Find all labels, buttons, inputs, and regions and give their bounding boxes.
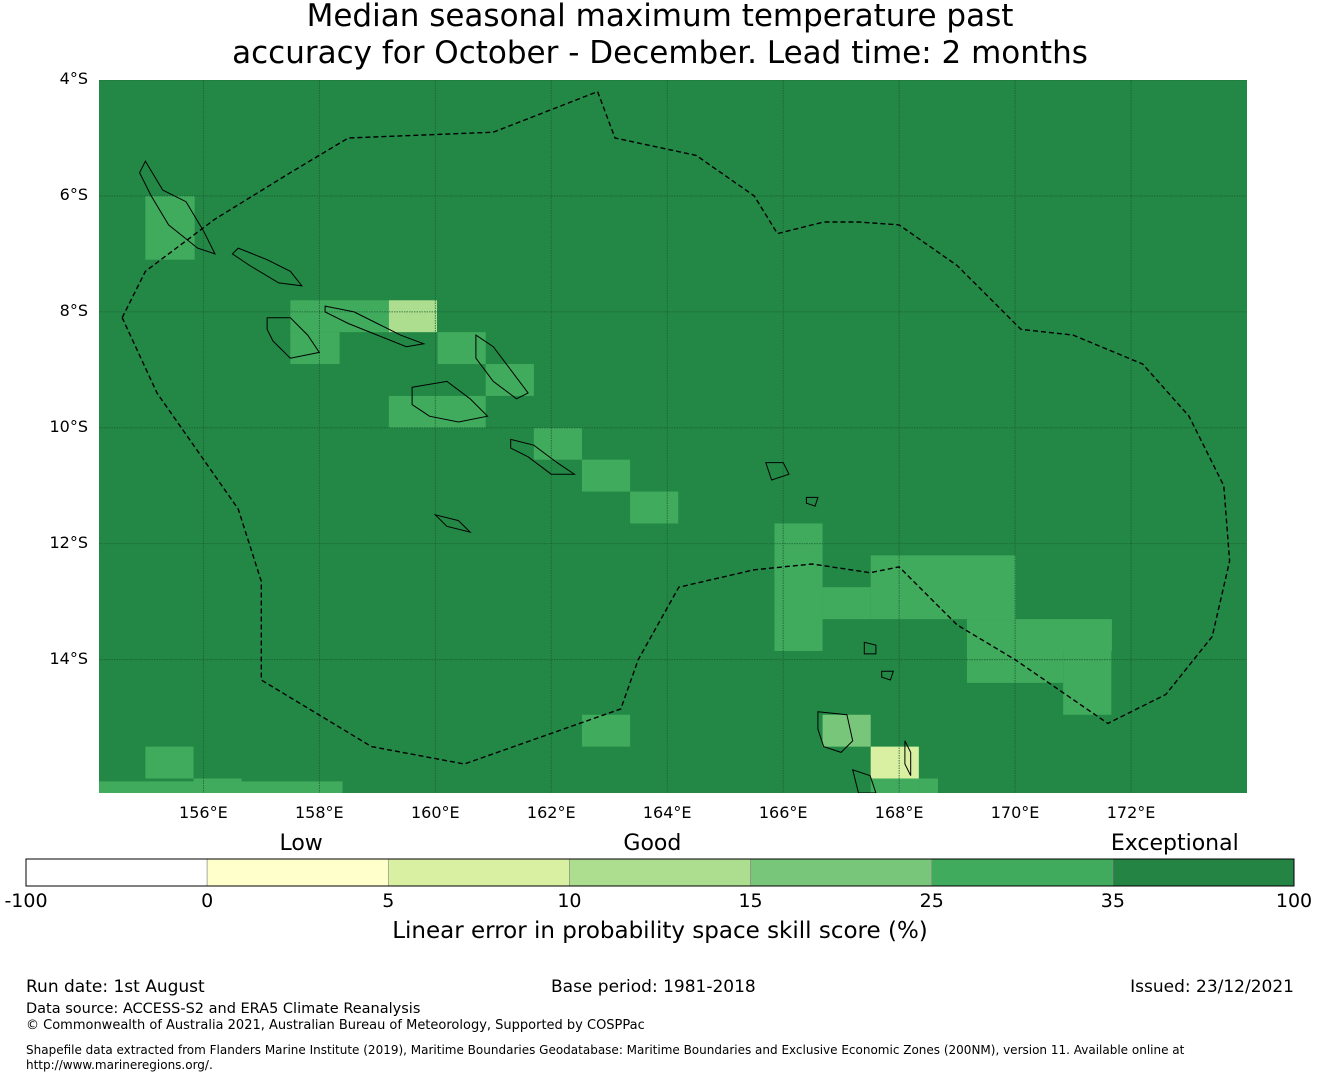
longitude-label: 162°E [526,803,576,822]
skill-cell [918,778,938,793]
colorbar-category-label: Good [623,831,682,856]
eez-boundary [121,90,1231,765]
colorbar-frame [25,858,1295,887]
skill-cell [630,491,679,524]
colorbar-bin [750,858,933,887]
skill-cell [581,459,631,492]
island-malaita [475,334,529,400]
colorbar-tick-label: 5 [382,890,395,912]
copyright: © Commonwealth of Australia 2021, Austra… [26,1018,645,1033]
colorbar-category-label: Low [279,831,323,856]
skill-cell [437,332,486,365]
longitude-label: 170°E [990,803,1040,822]
skill-cell [290,300,389,333]
colorbar-category-label: Exceptional [1110,831,1239,856]
longitude-label: 164°E [642,803,692,822]
island-santa-isabel [324,305,426,348]
shapefile-credit: Shapefile data extracted from Flanders M… [26,1043,1185,1057]
latitude-label: 6°S [59,184,88,204]
colorbar [25,858,1295,887]
skill-cell [774,523,823,651]
skill-cell [822,714,871,747]
colorbar-tick-label: 35 [1100,890,1125,912]
map-title-line-1: Median seasonal maximum temperature past [306,0,1014,34]
skill-cell [966,619,1112,651]
run-date: Run date: 1st August [26,977,205,997]
colorbar-bin [25,858,208,887]
island-choiseul [231,247,304,287]
skill-cell [1063,650,1112,715]
skill-cell [388,300,438,333]
skill-cell [870,555,1016,620]
island-rennell [433,513,472,534]
colorbar-tick-label: 15 [738,890,763,912]
latitude-label: 10°S [49,416,88,436]
longitude-label: 158°E [294,803,344,822]
skill-cell [388,395,486,428]
colorbar-tick-label: 25 [919,890,944,912]
skill-cell [870,746,919,779]
skill-cell [870,778,919,793]
latitude-label: 8°S [59,300,88,320]
skill-cell [822,587,871,620]
island-malakula [851,769,877,793]
longitude-label: 172°E [1106,803,1156,822]
map-panel [99,80,1247,793]
data-source: Data source: ACCESS-S2 and ERA5 Climate … [26,1001,421,1017]
island-makira [510,438,577,475]
colorbar-bin [206,858,389,887]
latitude-label: 14°S [49,648,88,668]
colorbar-tick-label: 10 [557,890,582,912]
island-small-1 [805,496,819,507]
island-guadalcanal [411,380,489,423]
colorbar-title: Linear error in probability space skill … [392,918,928,944]
island-espiritu-santo [817,711,854,753]
colorbar-bin [931,858,1114,887]
issued-date: Issued: 23/12/2021 [1130,977,1294,997]
island-small-2 [881,670,894,681]
colorbar-tick-label: -100 [4,890,48,912]
skill-cell [99,781,343,793]
latitude-label: 4°S [59,69,88,88]
map-content [99,80,1247,793]
island-bougainville [139,160,216,255]
skill-cell [145,746,194,779]
longitude-label: 166°E [758,803,808,822]
colorbar-bin [1112,858,1295,887]
island-new-georgia [266,317,321,359]
map-title-line-2: accuracy for October - December. Lead ti… [232,35,1088,71]
colorbar-tick-label: 100 [1275,890,1313,912]
longitude-label: 160°E [410,803,460,822]
island-pentecost [904,740,912,776]
skill-cell [290,332,340,365]
colorbar-tick-label: 0 [201,890,214,912]
island-vanua-lava [863,641,877,655]
marineregions-link[interactable]: http://www.marineregions.org/. [26,1058,213,1072]
skill-cell [533,427,582,460]
map-title: Median seasonal maximum temperature past… [0,0,1320,72]
colorbar-bin [569,858,751,887]
longitude-label: 156°E [179,803,228,822]
base-period: Base period: 1981-2018 [551,977,756,997]
longitude-label: 168°E [874,803,924,822]
colorbar-bin [387,858,570,887]
skill-cell [145,195,195,260]
island-santa-cruz [765,462,790,481]
latitude-label: 12°S [49,532,88,552]
